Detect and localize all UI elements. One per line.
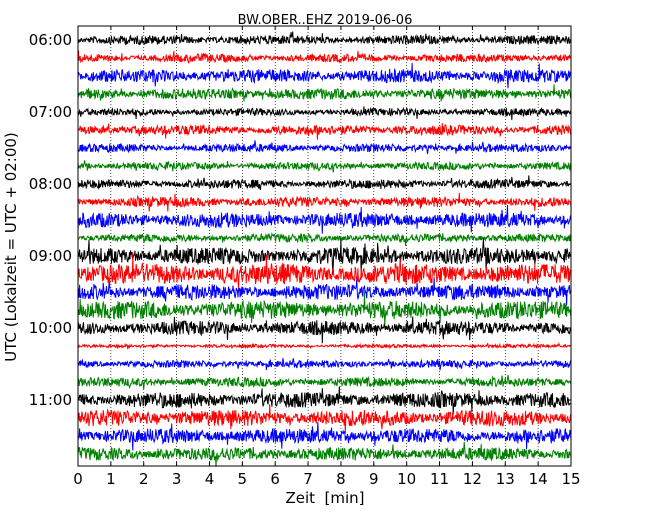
traces-group [77,31,572,467]
trace-8 [77,175,572,190]
trace-23 [77,441,572,467]
x-tick-label-2: 2 [139,470,149,488]
y-tick-label-2: 08:00 [29,175,72,193]
trace-15 [77,292,572,325]
trace-5 [77,122,572,140]
trace-9 [77,192,572,212]
trace-20 [77,386,572,415]
trace-3 [77,84,572,102]
y-axis: 06:00 07:00 08:00 09:00 10:00 11:00 [29,31,571,409]
x-tick-label-14: 14 [529,470,548,488]
trace-14 [77,277,572,306]
x-tick-label-0: 0 [73,470,83,488]
x-tick-label-5: 5 [238,470,248,488]
y-tick-label-3: 09:00 [29,247,72,265]
y-tick-label-0: 06:00 [29,31,72,49]
y-axis-label: UTC (Lokalzeit = UTC + 02:00) [2,132,20,362]
x-axis-label: Zeit [min] [285,489,364,507]
x-tick-label-13: 13 [496,470,515,488]
trace-2 [77,62,572,89]
trace-13 [77,252,572,291]
x-tick-label-1: 1 [106,470,116,488]
chart-title: BW.OBER..EHZ 2019-06-06 [238,13,413,28]
trace-19 [77,374,572,390]
plot-frame [77,25,572,467]
trace-4 [77,106,572,121]
trace-1 [77,50,572,64]
x-tick-label-7: 7 [303,470,313,488]
y-tick-label-4: 10:00 [29,319,72,337]
trace-7 [77,160,572,173]
x-tick-label-3: 3 [172,470,182,488]
x-tick-label-11: 11 [430,470,449,488]
trace-22 [77,421,572,451]
y-tick-label-1: 07:00 [29,103,72,121]
x-tick-label-10: 10 [397,470,416,488]
trace-12 [77,238,572,275]
x-tick-label-8: 8 [336,470,346,488]
trace-11 [77,232,572,246]
trace-6 [77,140,572,155]
trace-21 [77,404,572,434]
trace-18 [77,357,572,371]
x-tick-label-4: 4 [205,470,215,488]
trace-0 [77,31,572,46]
trace-17 [77,342,572,350]
x-tick-label-12: 12 [463,470,482,488]
x-tick-label-15: 15 [561,470,580,488]
trace-10 [77,205,572,234]
trace-16 [77,316,572,344]
x-tick-label-9: 9 [369,470,379,488]
y-tick-label-5: 11:00 [29,391,72,409]
x-axis: 0 1 2 3 4 5 6 7 8 9 10 11 12 13 14 15 [73,26,581,488]
x-tick-label-6: 6 [270,470,280,488]
